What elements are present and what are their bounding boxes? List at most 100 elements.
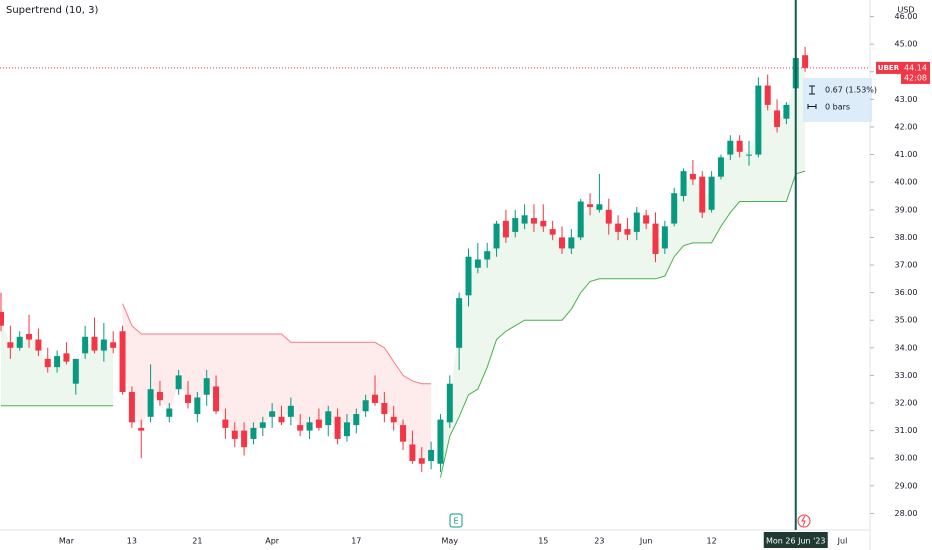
- candle-body: [652, 223, 659, 254]
- candle-body: [44, 358, 51, 368]
- candle-body: [353, 414, 360, 426]
- y-tick-label: 29.00: [895, 481, 918, 490]
- candle-body: [428, 449, 435, 461]
- symbol-label: UBER: [878, 64, 900, 72]
- candle-body: [465, 256, 472, 296]
- icon[interactable]: [801, 515, 806, 527]
- candle-body: [671, 193, 678, 224]
- candle-body: [456, 298, 463, 348]
- candle-body: [764, 85, 771, 105]
- y-tick-label: 42.00: [895, 122, 918, 131]
- earnings-box[interactable]: [449, 513, 463, 528]
- icon: [807, 104, 817, 109]
- candle-body: [474, 259, 481, 268]
- candle-body: [699, 176, 706, 213]
- earnings-label[interactable]: E: [453, 517, 458, 526]
- candle-body: [390, 416, 397, 423]
- candle-body: [727, 140, 734, 155]
- candle-body: [213, 386, 220, 412]
- candle-body: [16, 336, 23, 348]
- candle-body: [624, 229, 631, 235]
- candle-body: [802, 55, 809, 68]
- supertrend-line: [122, 303, 432, 385]
- y-tick-label: 28.00: [895, 509, 918, 518]
- candle-body: [746, 154, 752, 156]
- y-tick-label: 31.00: [895, 426, 918, 435]
- y-tick-label: 30.00: [895, 454, 918, 463]
- candle-body: [484, 251, 491, 260]
- candle-body: [287, 405, 294, 417]
- y-tick-label: 32.00: [895, 399, 918, 408]
- x-tick-label: 23: [594, 537, 604, 546]
- tooltip-box: [803, 78, 872, 122]
- y-tick-label: 46.00: [895, 12, 918, 21]
- icon: [809, 85, 815, 95]
- candle-body: [138, 427, 145, 431]
- candle-body: [241, 430, 248, 448]
- countdown-label: 42:08: [904, 73, 927, 82]
- crosshair-label-box: [763, 532, 828, 548]
- y-tick-label: 34.00: [895, 343, 918, 352]
- y-tick-label: 43.00: [895, 95, 918, 104]
- candle-body: [306, 422, 313, 431]
- candle-body: [549, 229, 556, 235]
- candle-body: [334, 416, 341, 439]
- x-tick-label: Jul: [837, 537, 848, 546]
- candle-body: [755, 85, 762, 155]
- symbol-label-box: [876, 61, 901, 74]
- candle-body: [400, 425, 407, 442]
- y-tick-label: 39.00: [895, 205, 918, 214]
- candle-body: [35, 339, 42, 351]
- candle-body: [156, 391, 163, 401]
- measure-tooltip: 0.67 (1.53%) 0 bars: [803, 78, 877, 122]
- candle-body: [605, 209, 612, 224]
- x-tick-label: 15: [538, 537, 548, 546]
- candle-body: [409, 444, 416, 461]
- price-label-box: [901, 61, 930, 84]
- trend-fill: [440, 61, 806, 478]
- candle-body: [54, 356, 61, 368]
- candle-body: [643, 215, 650, 224]
- candle-body: [325, 411, 332, 426]
- candle-body: [250, 427, 257, 439]
- candle-body: [615, 223, 622, 232]
- crosshair-label: Mon 26 Jun '23: [766, 537, 826, 546]
- y-tick-label: 45.00: [895, 40, 918, 49]
- candle-body: [633, 212, 640, 232]
- candle-body: [559, 237, 565, 249]
- candle-body: [437, 419, 444, 464]
- candle-body: [540, 220, 547, 227]
- candle-body: [72, 358, 79, 384]
- candle-body: [736, 140, 743, 152]
- candle-body: [446, 383, 453, 423]
- candle-body: [63, 353, 70, 362]
- tooltip-bars: 0 bars: [825, 103, 850, 112]
- earnings-icon[interactable]: E: [449, 513, 463, 528]
- candle-body: [128, 391, 135, 423]
- candle-body: [689, 173, 696, 180]
- candle-body: [278, 416, 285, 423]
- candle-body: [147, 389, 154, 417]
- supertrend-line: [1, 170, 806, 478]
- candle-body: [493, 223, 500, 249]
- candle-body: [577, 201, 584, 238]
- y-tick-label: 33.00: [895, 371, 918, 380]
- candle-body: [381, 403, 388, 415]
- indicator-legend: Supertrend (10, 3): [6, 5, 98, 16]
- x-tick-label: Mar: [59, 537, 75, 546]
- y-tick-label: 41.00: [895, 150, 918, 159]
- candle-body: [661, 226, 668, 249]
- candle-body: [297, 425, 304, 431]
- candle-body: [530, 218, 537, 224]
- candle-body: [315, 419, 322, 428]
- candle-body: [119, 331, 126, 392]
- x-tick-label: Jun: [639, 537, 653, 546]
- candle-body: [717, 157, 724, 177]
- x-tick-label: 13: [127, 537, 137, 546]
- candle-body: [26, 334, 33, 340]
- candle-body: [259, 422, 266, 428]
- candle-body: [708, 176, 715, 210]
- dividend-icon[interactable]: [797, 514, 811, 528]
- candle-body: [222, 419, 229, 428]
